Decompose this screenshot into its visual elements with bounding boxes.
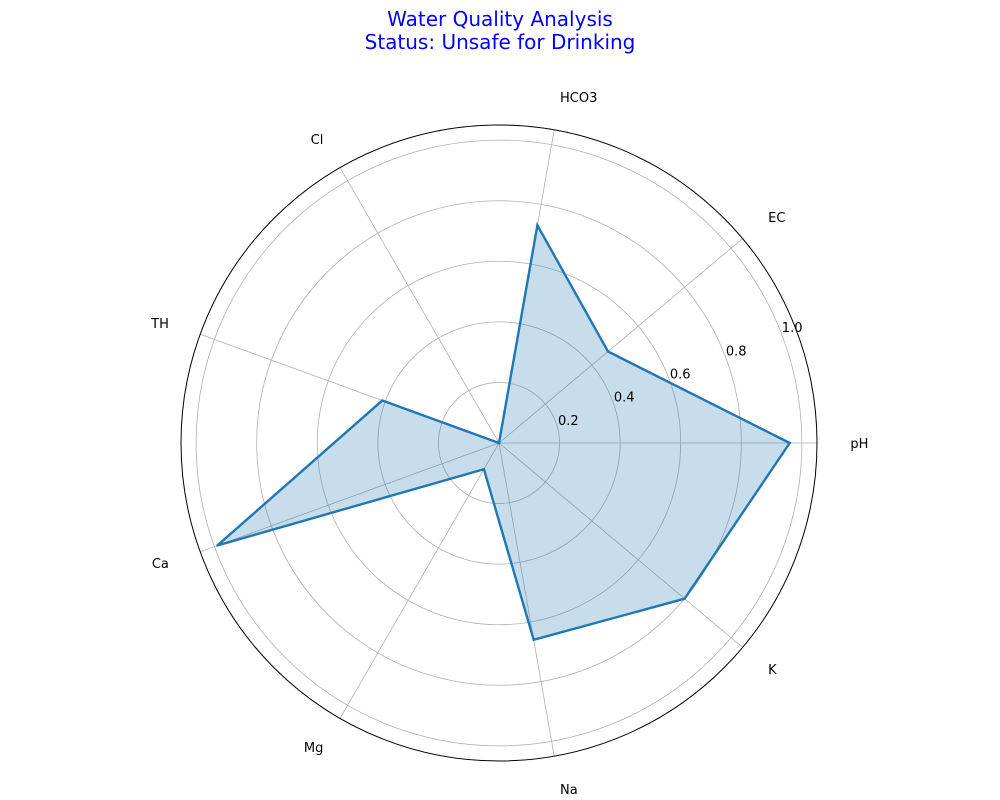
axis-label-mg: Mg xyxy=(304,741,323,756)
spoke-ec xyxy=(498,238,743,444)
chart-title-line2: Status: Unsafe for Drinking xyxy=(364,30,636,54)
data-point-hco3 xyxy=(536,224,539,227)
data-point-na xyxy=(532,638,535,642)
axis-label-th: TH xyxy=(150,317,169,332)
data-point-ec xyxy=(606,350,610,353)
data-point-ph xyxy=(788,441,791,445)
series-area-1 xyxy=(217,225,790,640)
outer-frame xyxy=(180,124,818,762)
chart-title-line1: Water Quality Analysis xyxy=(387,7,613,31)
axis-label-ec: EC xyxy=(768,211,785,226)
data-point-k xyxy=(683,597,686,600)
label-layer: 0.2 0.4 0.6 0.8 1.0 pH EC HCO3 Cl TH Ca Mg Na K xyxy=(150,91,868,798)
axis-label-ca: Ca xyxy=(152,557,169,572)
series-layer xyxy=(216,221,792,642)
spoke-cl xyxy=(339,167,500,444)
spoke-na xyxy=(498,442,555,757)
series-line-1 xyxy=(216,221,792,642)
data-point-th xyxy=(381,399,384,402)
axis-label-k: K xyxy=(768,663,777,678)
spoke-mg xyxy=(339,442,500,719)
chart-title: Water Quality Analysis Status: Unsafe fo… xyxy=(0,8,1000,54)
spoke-ca xyxy=(200,442,500,553)
r-tick-label-5: 1.0 xyxy=(782,321,803,336)
axis-label-ph: pH xyxy=(850,437,868,452)
spoke-k xyxy=(498,442,743,648)
data-point-mg xyxy=(482,468,486,471)
axis-label-cl: Cl xyxy=(311,133,324,148)
r-tick-label-2: 0.4 xyxy=(614,391,635,406)
r-tick-label-1: 0.2 xyxy=(558,414,579,429)
axis-label-na: Na xyxy=(560,783,578,798)
data-point-cl xyxy=(497,441,501,445)
r-tick-label-3: 0.6 xyxy=(670,367,691,382)
data-point-ca xyxy=(216,544,219,547)
axis-label-hco3: HCO3 xyxy=(560,91,597,106)
r-tick-label-4: 0.8 xyxy=(726,344,747,359)
